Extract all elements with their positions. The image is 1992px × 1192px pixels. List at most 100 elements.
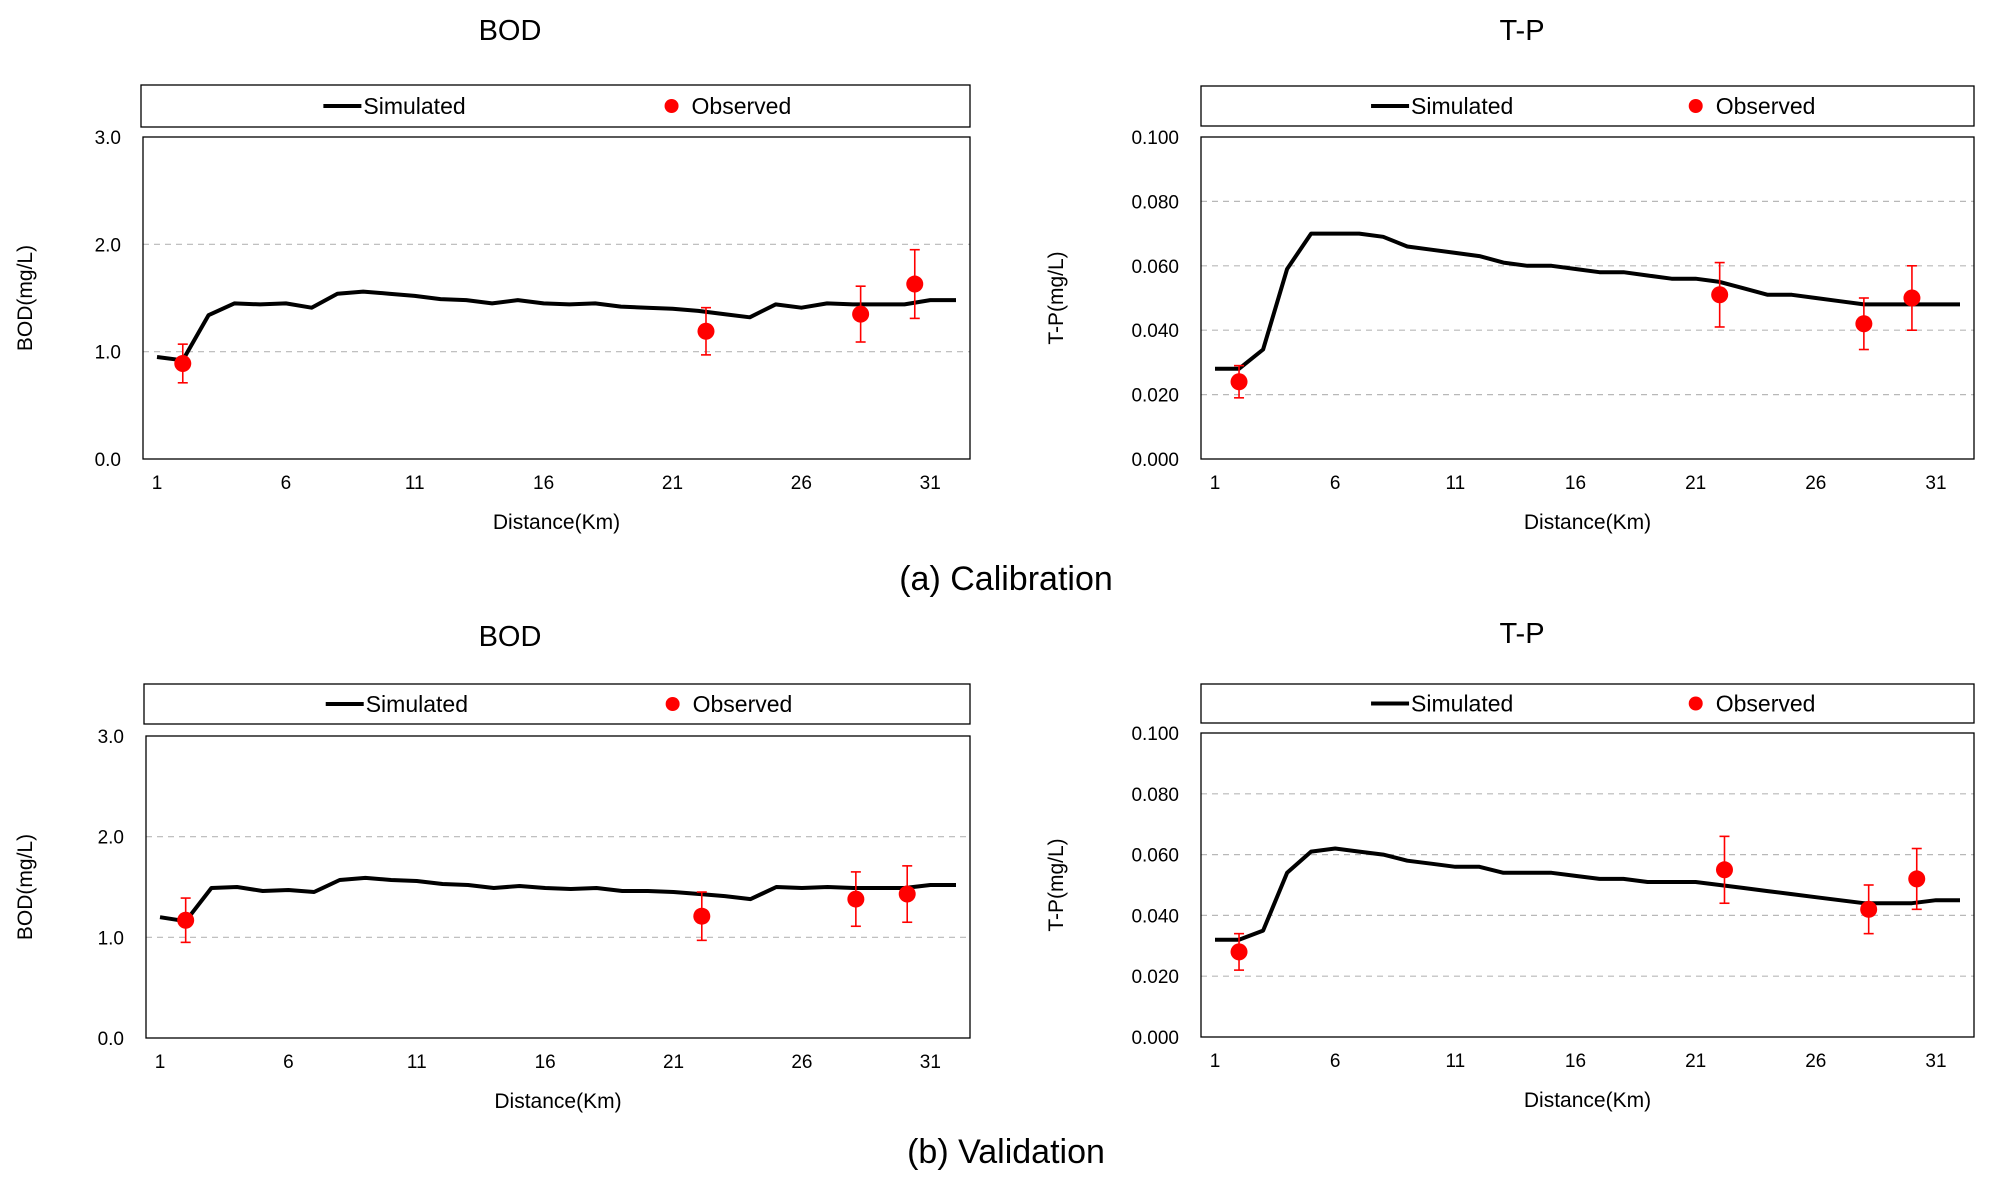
- x-tick-label: 6: [283, 1052, 294, 1073]
- chart-title: T-P: [1499, 618, 1544, 650]
- panel-calibration-tp: T-P Simulated Observed 0.000 0.020 0.040 0.060…: [1045, 15, 1975, 534]
- x-tick-label: 11: [1445, 1051, 1465, 1072]
- x-tick-label: 31: [1925, 473, 1946, 494]
- observed-point: [898, 885, 916, 903]
- legend-observed-label: Observed: [1716, 691, 1816, 717]
- x-tick-label: 21: [662, 473, 683, 494]
- y-tick-label: 0.020: [1131, 967, 1179, 988]
- plot-area: [145, 735, 971, 1039]
- x-tick-label: 1: [1210, 473, 1221, 494]
- y-tick-label: 2.0: [95, 235, 121, 256]
- x-axis-label: Distance(Km): [1524, 511, 1651, 534]
- y-tick-label: 3.0: [95, 128, 121, 149]
- y-tick-label: 0.040: [1131, 321, 1179, 342]
- legend-observed-label: Observed: [693, 691, 793, 717]
- y-tick-label: 0.060: [1131, 846, 1179, 867]
- plot-area: [1200, 136, 1975, 460]
- x-tick-label: 11: [407, 1052, 427, 1073]
- x-tick-label: 16: [1565, 1051, 1586, 1072]
- y-tick-label: 1.0: [95, 343, 121, 364]
- chart-title: BOD: [479, 621, 542, 653]
- plot-area: [1200, 732, 1975, 1038]
- observed-point: [1711, 286, 1729, 304]
- observed-point: [174, 354, 192, 372]
- y-tick-label: 0.040: [1131, 906, 1179, 927]
- observed-point: [1855, 315, 1873, 333]
- observed-point: [1908, 870, 1926, 888]
- x-tick-label: 6: [1330, 473, 1341, 494]
- x-tick-label: 21: [1685, 1051, 1706, 1072]
- y-tick-label: 0.000: [1131, 450, 1179, 471]
- y-tick-label: 3.0: [98, 727, 124, 748]
- observed-point: [1903, 289, 1921, 307]
- x-tick-label: 11: [405, 473, 425, 494]
- y-tick-label: 0.100: [1131, 724, 1179, 745]
- y-tick-label: 0.000: [1131, 1028, 1179, 1049]
- x-tick-label: 6: [1330, 1051, 1341, 1072]
- legend-simulated-label: Simulated: [1411, 93, 1513, 119]
- observed-point: [1230, 373, 1248, 391]
- legend-observed-swatch: [1688, 696, 1703, 711]
- observed-point: [852, 305, 870, 323]
- observed-point: [697, 322, 715, 340]
- legend-observed-label: Observed: [692, 93, 792, 119]
- legend-simulated-label: Simulated: [1411, 691, 1513, 717]
- legend-box: [1200, 85, 1975, 127]
- y-tick-label: 0.080: [1131, 785, 1179, 806]
- x-tick-label: 1: [1210, 1051, 1221, 1072]
- observed-point: [177, 911, 195, 929]
- legend-observed-swatch: [665, 697, 680, 711]
- caption-validation: (b) Validation: [907, 1133, 1105, 1171]
- y-tick-label: 0.100: [1131, 128, 1179, 149]
- legend-box: [1200, 683, 1975, 724]
- x-tick-label: 26: [1805, 473, 1826, 494]
- plot-area: [142, 136, 971, 460]
- x-axis-label: Distance(Km): [493, 511, 620, 534]
- x-tick-label: 26: [791, 1052, 812, 1073]
- x-tick-label: 1: [155, 1052, 166, 1073]
- x-tick-label: 11: [1445, 473, 1465, 494]
- observed-point: [906, 275, 924, 293]
- x-tick-label: 16: [1565, 473, 1586, 494]
- observed-point: [693, 907, 711, 925]
- x-axis-label: Distance(Km): [1524, 1089, 1651, 1112]
- simulated-series-line: [156, 289, 956, 363]
- legend-observed-label: Observed: [1716, 93, 1816, 119]
- y-axis-label: T-P(mg/L): [1045, 251, 1068, 344]
- legend-observed-swatch: [664, 99, 679, 113]
- y-tick-label: 1.0: [98, 928, 124, 949]
- chart-title: T-P: [1499, 15, 1544, 47]
- x-tick-label: 21: [1685, 473, 1706, 494]
- legend-observed-swatch: [1688, 99, 1703, 113]
- x-tick-label: 6: [281, 473, 292, 494]
- chart-title: BOD: [479, 15, 542, 47]
- legend-box: [140, 84, 971, 128]
- x-tick-label: 16: [533, 473, 554, 494]
- y-axis-label: BOD(mg/L): [14, 245, 37, 351]
- y-axis-label: T-P(mg/L): [1045, 838, 1068, 931]
- x-tick-label: 26: [791, 473, 812, 494]
- y-tick-label: 0.080: [1131, 192, 1179, 213]
- observed-point: [847, 890, 865, 908]
- legend-simulated-label: Simulated: [363, 93, 465, 119]
- y-tick-label: 0.060: [1131, 257, 1179, 278]
- x-tick-label: 21: [663, 1052, 684, 1073]
- observed-point: [1230, 943, 1248, 961]
- x-tick-label: 31: [920, 1052, 941, 1073]
- observed-point: [1715, 861, 1733, 879]
- y-axis-label: BOD(mg/L): [14, 834, 37, 940]
- x-tick-label: 1: [152, 473, 163, 494]
- caption-calibration: (a) Calibration: [899, 560, 1113, 598]
- panel-validation-tp: T-P Simulated Observed 0.000 0.020 0.040 0.060…: [1045, 618, 1975, 1112]
- legend-simulated-label: Simulated: [366, 691, 468, 717]
- simulated-series-line: [1215, 231, 1960, 371]
- x-tick-label: 16: [535, 1052, 556, 1073]
- x-tick-label: 31: [920, 473, 941, 494]
- x-tick-label: 26: [1805, 1051, 1826, 1072]
- y-tick-label: 2.0: [98, 828, 124, 849]
- legend-box: [143, 683, 971, 725]
